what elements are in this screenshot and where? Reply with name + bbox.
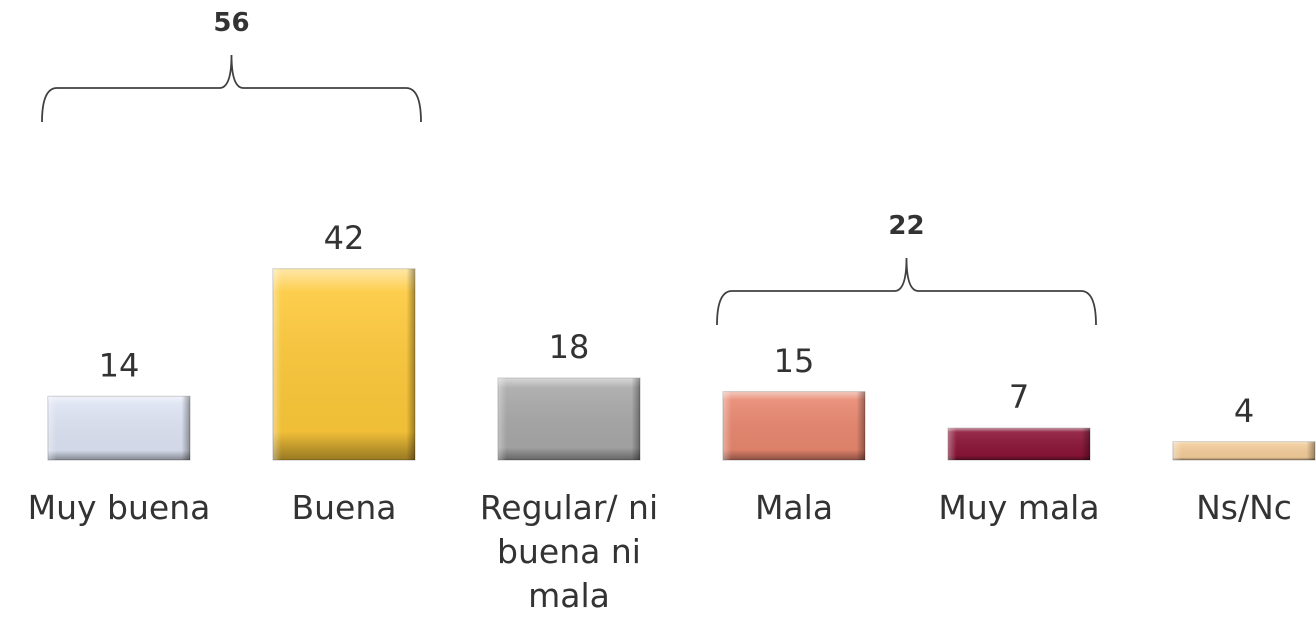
value-label: 14 <box>99 346 140 384</box>
category-label: Muy mala <box>938 488 1100 527</box>
bracket <box>41 54 422 123</box>
bar <box>497 377 641 461</box>
bracket-total: 56 <box>213 8 249 38</box>
bar <box>47 395 191 461</box>
category-label: Mala <box>754 488 834 527</box>
value-label: 42 <box>324 219 365 257</box>
category-label: Buena <box>291 488 397 527</box>
bracket <box>716 257 1097 326</box>
category-label: Muy buena <box>27 488 211 527</box>
bar <box>1172 441 1316 461</box>
category-label: Ns/Nc <box>1196 488 1292 527</box>
bracket-total: 22 <box>888 211 924 241</box>
bar <box>722 391 866 461</box>
bar <box>272 268 416 461</box>
value-label: 15 <box>774 342 815 380</box>
value-label: 18 <box>549 328 590 366</box>
value-label: 7 <box>1009 378 1029 416</box>
category-label: Regular/ ni buena ni mala <box>479 488 659 615</box>
value-label: 4 <box>1234 392 1254 430</box>
bar <box>947 427 1091 461</box>
